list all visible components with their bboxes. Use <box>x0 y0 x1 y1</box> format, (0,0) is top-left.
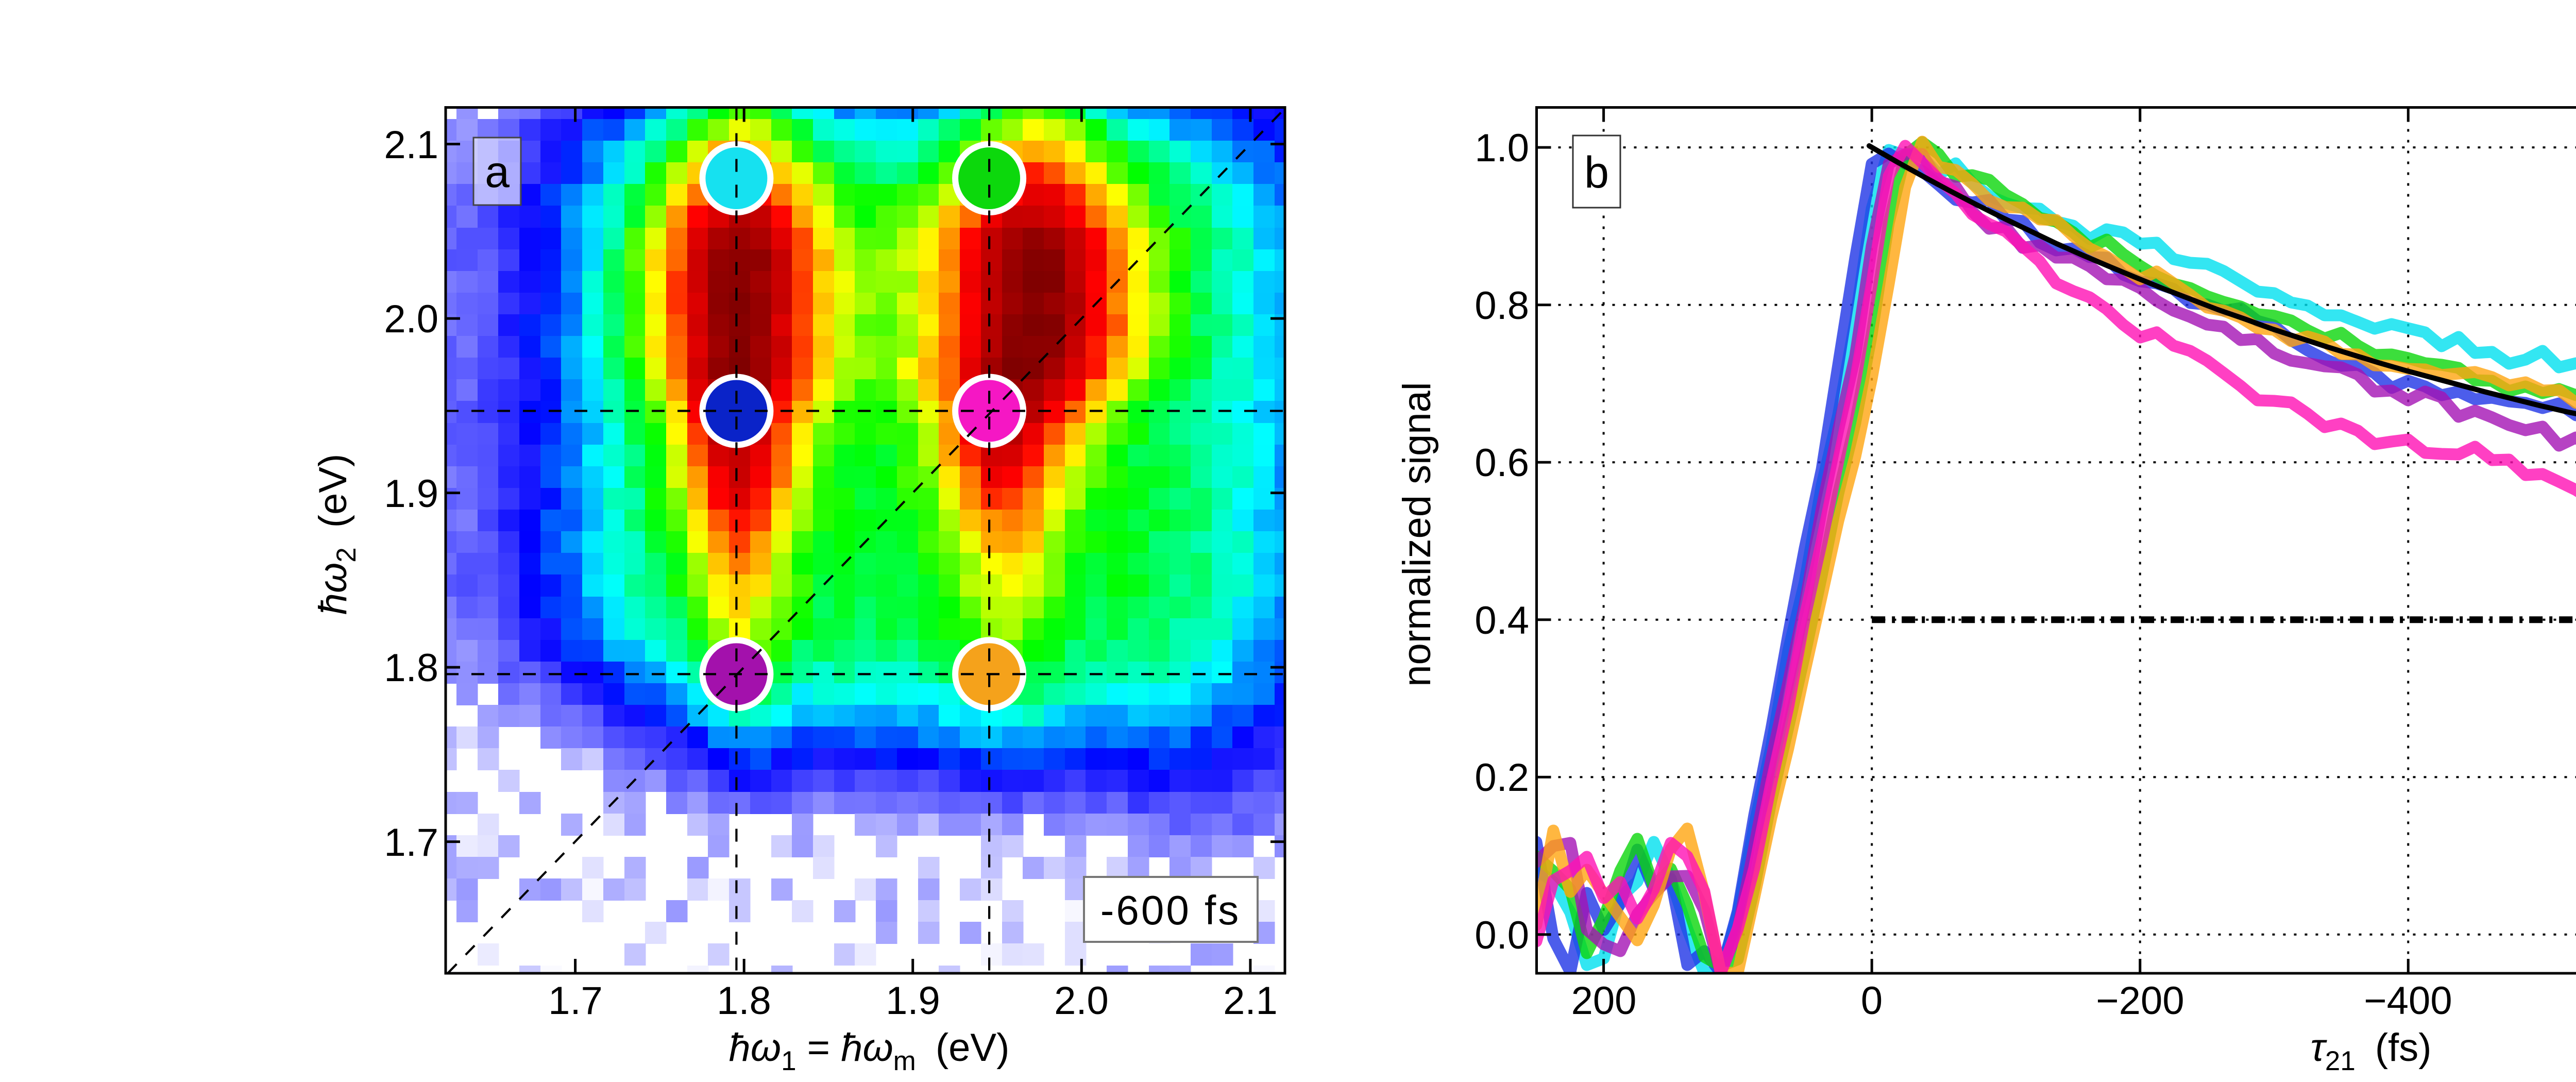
svg-text:-600 fs: -600 fs <box>1100 887 1241 933</box>
svg-text:a: a <box>485 147 510 197</box>
svg-text:2.0: 2.0 <box>1054 979 1109 1023</box>
svg-text:ħω2 (eV): ħω2 (eV) <box>311 454 362 615</box>
svg-text:2.0: 2.0 <box>384 297 438 341</box>
svg-text:0.0: 0.0 <box>1475 914 1529 957</box>
svg-text:0.6: 0.6 <box>1475 441 1529 485</box>
svg-text:0.8: 0.8 <box>1475 284 1529 328</box>
svg-text:1.7: 1.7 <box>548 979 603 1023</box>
svg-text:normalized signal: normalized signal <box>1395 382 1439 686</box>
svg-text:τ21 (fs): τ21 (fs) <box>2310 1026 2431 1076</box>
svg-text:200: 200 <box>1571 979 1637 1023</box>
svg-text:2.1: 2.1 <box>1223 979 1278 1023</box>
svg-text:1.8: 1.8 <box>384 646 438 690</box>
svg-text:1.9: 1.9 <box>886 979 940 1023</box>
svg-text:0: 0 <box>1861 979 1883 1023</box>
svg-text:0.4: 0.4 <box>1475 599 1529 643</box>
svg-text:−400: −400 <box>2364 979 2452 1023</box>
svg-text:2.1: 2.1 <box>384 123 438 167</box>
svg-text:−200: −200 <box>2096 979 2184 1023</box>
svg-text:0.2: 0.2 <box>1475 756 1529 800</box>
svg-text:1.0: 1.0 <box>1475 126 1529 170</box>
svg-text:b: b <box>1584 148 1609 197</box>
svg-text:ħω1 = ħωm (eV): ħω1 = ħωm (eV) <box>729 1026 1010 1076</box>
svg-text:1.8: 1.8 <box>717 979 771 1023</box>
svg-text:1.9: 1.9 <box>384 472 438 516</box>
svg-text:1.7: 1.7 <box>384 821 438 865</box>
